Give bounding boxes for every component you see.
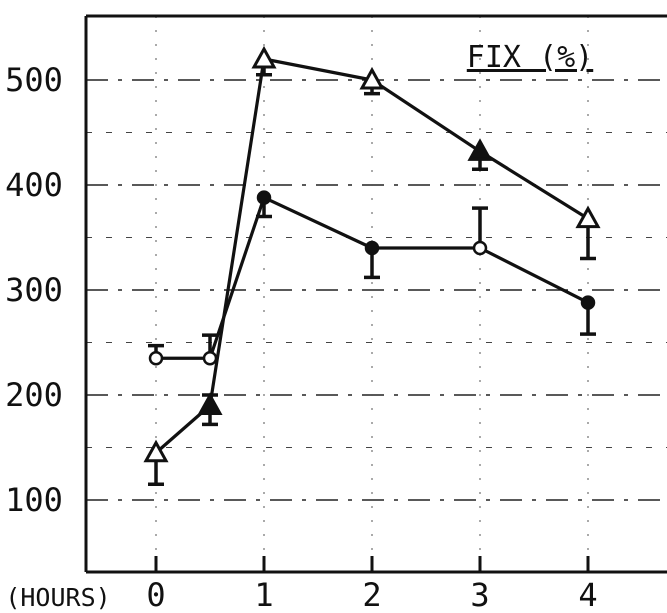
grid-lines — [86, 16, 667, 572]
y-tick-label: 100 — [5, 481, 63, 519]
circle-marker — [580, 295, 596, 310]
x-tick-label: 4 — [578, 576, 597, 613]
series-line — [156, 196, 589, 360]
x-tick-label: 2 — [362, 576, 381, 613]
y-tick-label: 400 — [5, 166, 63, 204]
x-axis-label: (HOURS) — [5, 583, 110, 612]
series-0 — [143, 45, 601, 486]
tick-marks — [154, 556, 590, 572]
x-tick-label: 3 — [470, 576, 489, 613]
chart-title: FIX (%) — [467, 40, 593, 75]
triangle-marker — [467, 138, 493, 161]
axes — [84, 14, 667, 574]
y-tick-label: 300 — [5, 271, 63, 309]
y-tick-label: 500 — [5, 61, 63, 99]
circle-marker — [256, 190, 272, 205]
circle-marker — [472, 240, 488, 256]
x-tick-labels: 0 1 2 3 4 — [146, 576, 597, 613]
circle-marker — [364, 240, 380, 256]
series-1 — [148, 190, 596, 366]
triangle-marker — [251, 45, 277, 69]
circle-marker — [148, 351, 164, 366]
y-tick-label: 200 — [5, 376, 63, 414]
x-tick-label: 0 — [146, 576, 165, 613]
triangle-marker — [143, 439, 169, 463]
triangle-marker — [575, 205, 601, 229]
triangle-marker — [197, 392, 223, 415]
x-tick-label: 1 — [254, 576, 273, 613]
triangle-marker — [359, 66, 385, 90]
circle-marker — [202, 351, 218, 366]
y-tick-labels: 100 200 300 400 500 — [5, 61, 63, 519]
series-group — [143, 45, 601, 486]
